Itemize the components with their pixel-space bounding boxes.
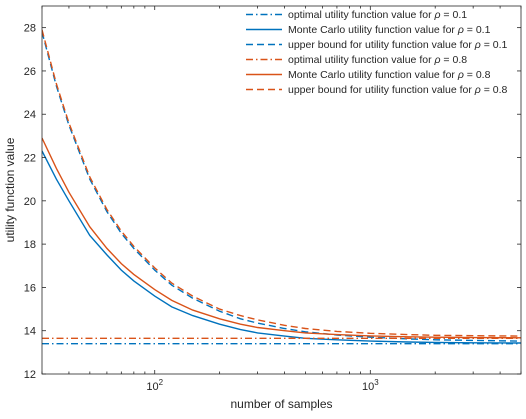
y-tick-label: 20	[24, 196, 36, 208]
plot-lines	[42, 29, 521, 345]
series-line-4	[42, 137, 521, 339]
series-line-1	[42, 150, 521, 344]
series-line-5	[42, 29, 521, 337]
legend-label-1: Monte Carlo utility function value for ρ…	[288, 24, 491, 36]
legend: optimal utility function value for ρ = 0…	[246, 9, 508, 96]
y-tick-label: 16	[24, 282, 36, 294]
y-tick-label: 18	[24, 239, 36, 251]
legend-label-0: optimal utility function value for ρ = 0…	[288, 9, 467, 21]
y-tick-label: 14	[24, 326, 36, 338]
x-axis-label: number of samples	[230, 397, 332, 411]
x-tick-label: 102	[146, 378, 163, 393]
axis-ticks: 12 14 16 18 20 22 24 26 28 102 103	[24, 6, 522, 393]
legend-label-3: optimal utility function value for ρ = 0…	[288, 54, 467, 66]
y-tick-label: 28	[24, 23, 36, 35]
x-tick-label: 103	[362, 378, 379, 393]
plot-frame	[41, 5, 522, 375]
y-axis-label: utility function value	[3, 137, 17, 242]
legend-label-2: upper bound for utility function value f…	[288, 39, 508, 51]
legend-label-5: upper bound for utility function value f…	[288, 84, 508, 96]
y-tick-label: 22	[24, 153, 36, 165]
y-tick-label: 26	[24, 66, 36, 78]
y-tick-label: 24	[24, 109, 36, 121]
y-tick-label: 12	[24, 369, 36, 381]
legend-label-4: Monte Carlo utility function value for ρ…	[288, 69, 491, 81]
